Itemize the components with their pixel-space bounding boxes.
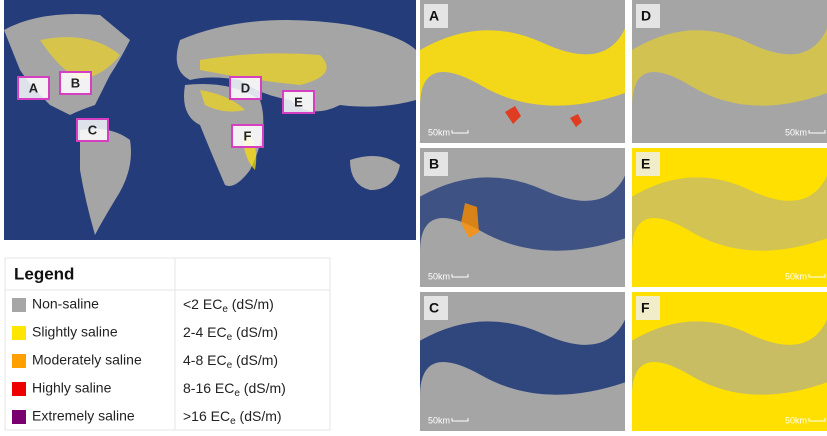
panel-label: F <box>641 300 650 316</box>
region-marker-label: F <box>244 128 252 143</box>
panel-label: D <box>641 8 651 24</box>
panel-label: A <box>429 8 439 24</box>
scale-label: 50km <box>428 271 450 281</box>
legend-swatch <box>12 382 26 396</box>
range-unit: (dS/m) <box>228 296 274 312</box>
scale-label: 50km <box>785 415 807 425</box>
scale-label: 50km <box>428 127 450 137</box>
range-unit: (dS/m) <box>240 380 286 396</box>
world-map <box>4 0 416 240</box>
legend-label: Slightly saline <box>32 324 118 340</box>
inset-map: E 50km <box>632 148 827 287</box>
region-marker-label: E <box>294 94 303 109</box>
range-value: >16 EC <box>183 408 230 424</box>
panel-label: C <box>429 300 439 316</box>
inset-map: B 50km <box>420 148 625 287</box>
legend-swatch <box>12 354 26 368</box>
legend-label: Non-saline <box>32 296 99 312</box>
legend: Legend Non-saline<2 ECe (dS/m)Slightly s… <box>5 258 330 430</box>
scale-label: 50km <box>785 271 807 281</box>
range-value: 4-8 EC <box>183 352 227 368</box>
legend-label: Highly saline <box>32 380 112 396</box>
scale-label: 50km <box>785 127 807 137</box>
range-value: 8-16 EC <box>183 380 234 396</box>
inset-map: A 50km <box>420 0 625 143</box>
range-unit: (dS/m) <box>232 352 278 368</box>
panel-label: E <box>641 156 650 172</box>
page: {"world_map": {"markers": ["A", "B", "C"… <box>0 0 827 431</box>
region-marker-label: C <box>88 122 98 137</box>
legend-label: Extremely saline <box>32 408 135 424</box>
legend-swatch <box>12 326 26 340</box>
range-value: <2 EC <box>183 296 222 312</box>
inset-map: F 50km <box>632 292 827 431</box>
legend-label: Moderately saline <box>32 352 142 368</box>
legend-swatch <box>12 410 26 424</box>
inset-map: D 50km <box>632 0 827 143</box>
legend-title: Legend <box>14 264 74 283</box>
figure: ABCDEF Legend Non-saline<2 ECe (dS/m)Sli… <box>0 0 827 431</box>
range-unit: (dS/m) <box>232 324 278 340</box>
scale-label: 50km <box>428 415 450 425</box>
range-unit: (dS/m) <box>236 408 282 424</box>
region-marker-label: A <box>29 80 39 95</box>
region-marker-label: B <box>71 75 80 90</box>
legend-swatch <box>12 298 26 312</box>
panel-label: B <box>429 156 439 172</box>
range-value: 2-4 EC <box>183 324 227 340</box>
inset-map: C 50km <box>420 292 625 431</box>
region-marker-label: D <box>241 80 250 95</box>
